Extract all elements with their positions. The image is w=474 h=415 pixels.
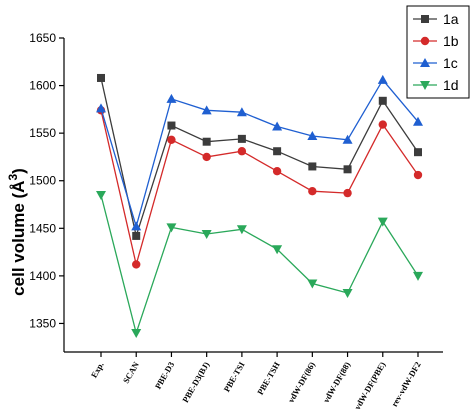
data-point-1d: [413, 271, 423, 281]
x-tick-label: PBE-D3: [153, 360, 177, 391]
legend-item-1d: 1d: [413, 77, 459, 93]
series-line-1a: [100, 77, 419, 239]
data-point-1d: [201, 230, 212, 240]
series-line-1c: [100, 78, 419, 229]
data-point-1d: [307, 279, 318, 289]
legend-marker: [420, 36, 430, 46]
data-point-1c: [166, 93, 177, 103]
legend-box: [406, 5, 470, 99]
legend-marker: [421, 15, 429, 23]
series-1a: [97, 73, 422, 240]
data-point-1d: [166, 223, 177, 233]
data-point-1b: [272, 167, 282, 176]
x-tick-label: vdW-DF(86): [286, 360, 317, 405]
data-point-1d: [236, 225, 247, 235]
axes: [63, 38, 443, 353]
series-1b: [96, 106, 423, 269]
data-point-1c: [201, 105, 212, 115]
legend-marker: [420, 81, 430, 90]
x-ticks: Exp. SCAN PBE-D3 PBE-D3(BJ) PBE-TSI PBE-TSH vd…: [89, 352, 423, 411]
data-point-1d: [272, 245, 283, 255]
data-point-1c: [131, 221, 142, 231]
data-point-1b: [237, 147, 247, 156]
data-point-1c: [377, 74, 388, 84]
legend-label: 1b: [443, 33, 459, 49]
data-point-1a: [202, 137, 211, 146]
data-point-1d: [377, 217, 388, 227]
data-point-1c: [272, 121, 283, 131]
data-point-1d: [342, 289, 353, 299]
series-line-1b: [100, 110, 419, 265]
data-point-1b: [308, 186, 317, 196]
data-point-1b: [343, 188, 352, 198]
data-point-1a: [273, 147, 282, 156]
data-point-1b: [132, 260, 141, 269]
data-point-1d: [131, 328, 142, 338]
y-tick-label: 1450: [29, 221, 56, 235]
y-tick-label: 1650: [29, 31, 56, 45]
series-layer: [96, 73, 423, 338]
data-point-1a: [378, 96, 387, 105]
x-tick-label: PBE-TSI: [221, 359, 247, 393]
data-point-1c: [236, 107, 247, 117]
y-tick-label: 1350: [29, 316, 56, 330]
x-tick-label: Exp.: [89, 360, 106, 380]
legend-item-1b: 1b: [413, 33, 459, 49]
x-tick-label: SCAN: [121, 359, 142, 385]
x-tick-label: rev-vdW-DF2: [389, 360, 423, 408]
x-tick-label: vdW-DF(88): [321, 360, 352, 405]
legend-label: 1d: [443, 77, 459, 93]
data-point-1a: [97, 73, 105, 82]
series-line-1d: [100, 194, 419, 336]
series-1c: [96, 74, 423, 231]
data-point-1d: [96, 191, 106, 200]
data-point-1a: [237, 134, 246, 143]
data-point-1b: [413, 170, 423, 180]
data-point-1a: [167, 121, 176, 130]
x-tick-label: PBE-D3(BJ): [180, 360, 211, 404]
legend-label: 1a: [443, 11, 459, 27]
legend-item-1a: 1a: [413, 11, 459, 27]
series-1d: [96, 191, 423, 338]
y-tick-label: 1550: [29, 126, 56, 140]
data-point-1c: [307, 131, 318, 141]
data-point-1c: [342, 134, 353, 144]
data-point-1a: [308, 162, 317, 171]
data-point-1a: [132, 231, 141, 240]
legend: 1a 1b 1c 1d: [406, 5, 470, 99]
legend-marker: [420, 58, 430, 67]
y-axis-title: cell volume (Å3): [6, 168, 28, 296]
data-point-1c: [96, 103, 106, 113]
x-tick-label: PBE-TSH: [255, 360, 282, 397]
legend-label: 1c: [443, 55, 458, 71]
x-tick-label: vdW-DF(PBE): [352, 360, 388, 411]
data-point-1a: [414, 148, 422, 157]
data-point-1b: [202, 152, 211, 162]
data-point-1c: [413, 116, 423, 126]
y-tick-label: 1500: [29, 174, 56, 188]
y-tick-label: 1600: [29, 79, 56, 93]
data-point-1b: [167, 135, 176, 145]
y-tick-label: 1400: [29, 269, 56, 283]
data-point-1b: [378, 120, 387, 129]
data-point-1a: [343, 165, 352, 174]
legend-item-1c: 1c: [413, 55, 458, 71]
y-ticks: 1350 1400 1450 1500 1550 1600 1650: [29, 31, 64, 330]
